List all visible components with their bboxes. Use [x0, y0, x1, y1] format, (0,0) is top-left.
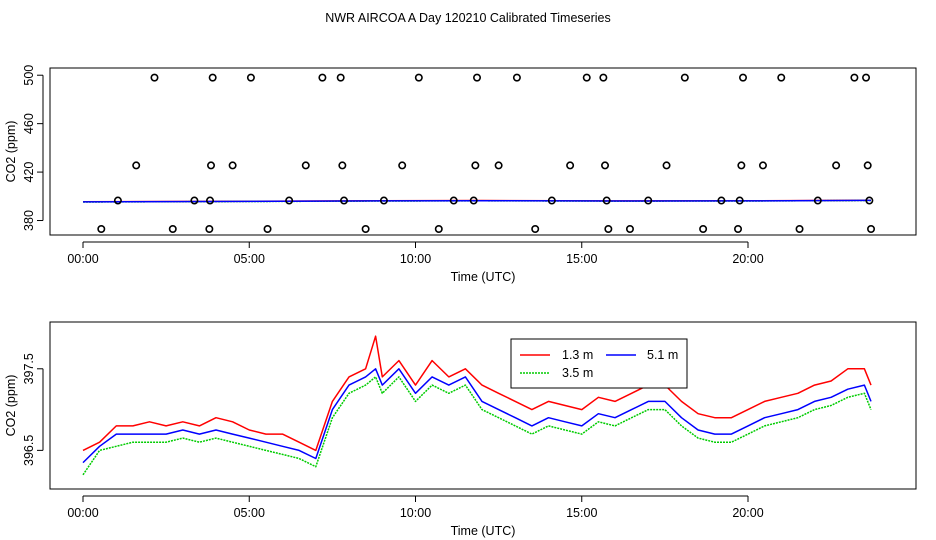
raw-data-point: [208, 73, 217, 82]
top-x-axis-label: Time (UTC): [451, 270, 516, 284]
raw-data-point: [494, 161, 503, 170]
bottom-plot-frame: [49, 321, 917, 490]
raw-data-point: [336, 73, 345, 82]
raw-data-point: [414, 73, 423, 82]
raw-data-point: [601, 161, 610, 170]
raw-data-point: [599, 73, 608, 82]
x-tick-label: 05:00: [234, 506, 265, 520]
raw-data-point: [863, 161, 872, 170]
chart-title: NWR AIRCOA A Day 120210 Calibrated Times…: [325, 11, 611, 25]
raw-data-point: [206, 196, 215, 205]
legend: 1.3 m 5.1 m 3.5 m: [510, 338, 688, 389]
raw-data-point: [566, 161, 575, 170]
series-line-5-1-m: [82, 199, 872, 203]
legend-box: [510, 338, 688, 389]
x-tick-label: 05:00: [234, 252, 265, 266]
raw-data-point: [207, 161, 216, 170]
series-line-3-5-m: [82, 376, 872, 476]
top-plot-frame: [49, 67, 917, 236]
x-tick-label: 15:00: [566, 252, 597, 266]
raw-data-point: [512, 73, 521, 82]
series-line-1-3-m: [82, 335, 872, 452]
raw-data-point: [228, 161, 237, 170]
legend-label-5-1m: 5.1 m: [647, 348, 678, 362]
raw-data-point: [132, 161, 141, 170]
raw-data-point: [469, 196, 478, 205]
raw-data-point: [795, 225, 804, 234]
raw-data-point: [190, 196, 199, 205]
raw-data-point: [263, 225, 272, 234]
x-tick-label: 00:00: [67, 506, 98, 520]
x-tick-label: 20:00: [732, 506, 763, 520]
raw-data-point: [867, 225, 876, 234]
raw-data-point: [739, 73, 748, 82]
raw-data-point: [338, 161, 347, 170]
y-tick-label: 380: [22, 210, 36, 231]
raw-data-point: [471, 161, 480, 170]
raw-data-point: [340, 196, 349, 205]
y-tick-label: 397.5: [22, 353, 36, 384]
raw-data-point: [777, 73, 786, 82]
raw-data-point: [680, 73, 689, 82]
raw-data-point: [449, 196, 458, 205]
x-tick-label: 00:00: [67, 252, 98, 266]
raw-data-point: [717, 196, 726, 205]
raw-data-point: [379, 196, 388, 205]
y-tick-label: 460: [22, 113, 36, 134]
raw-data-point: [301, 161, 310, 170]
raw-data-point: [434, 225, 443, 234]
raw-data-point: [813, 196, 822, 205]
raw-data-point: [662, 161, 671, 170]
top-y-axis-label: CO2 (ppm): [4, 121, 18, 183]
bottom-x-axis-label: Time (UTC): [451, 524, 516, 538]
x-tick-label: 15:00: [566, 506, 597, 520]
raw-data-point: [850, 73, 859, 82]
y-tick-label: 500: [22, 65, 36, 86]
top-panel: 00:00 05:00 10:00 15:00 20:00 380 420 460 500 Ti…: [4, 65, 917, 284]
raw-data-point: [285, 196, 294, 205]
raw-data-point: [604, 225, 613, 234]
raw-data-point: [205, 225, 214, 234]
raw-data-point: [699, 225, 708, 234]
raw-data-point: [531, 225, 540, 234]
raw-data-point: [150, 73, 159, 82]
raw-data-point: [398, 161, 407, 170]
raw-data-point: [473, 73, 482, 82]
raw-data-point: [113, 196, 122, 205]
raw-data-point: [735, 196, 744, 205]
x-tick-label: 10:00: [400, 506, 431, 520]
raw-data-point: [865, 196, 874, 205]
raw-data-point: [547, 196, 556, 205]
x-tick-label: 10:00: [400, 252, 431, 266]
raw-data-point: [625, 225, 634, 234]
series-line-5-1-m: [82, 368, 872, 464]
raw-data-point: [862, 73, 871, 82]
bottom-y-axis-label: CO2 (ppm): [4, 375, 18, 437]
x-tick-label: 20:00: [732, 252, 763, 266]
raw-data-point: [734, 225, 743, 234]
raw-data-point: [758, 161, 767, 170]
raw-data-point: [644, 196, 653, 205]
raw-data-point: [168, 225, 177, 234]
legend-label-1-3m: 1.3 m: [562, 348, 593, 362]
raw-data-point: [602, 196, 611, 205]
raw-data-point: [97, 225, 106, 234]
raw-data-point: [361, 225, 370, 234]
legend-label-3-5m: 3.5 m: [562, 366, 593, 380]
raw-data-point: [582, 73, 591, 82]
raw-data-point: [318, 73, 327, 82]
raw-data-point: [832, 161, 841, 170]
y-tick-label: 396.5: [22, 435, 36, 466]
raw-data-point: [737, 161, 746, 170]
raw-data-point: [246, 73, 255, 82]
y-tick-label: 420: [22, 162, 36, 183]
bottom-panel: 00:00 05:00 10:00 15:00 20:00 396.5 397.5 Time…: [4, 321, 917, 538]
